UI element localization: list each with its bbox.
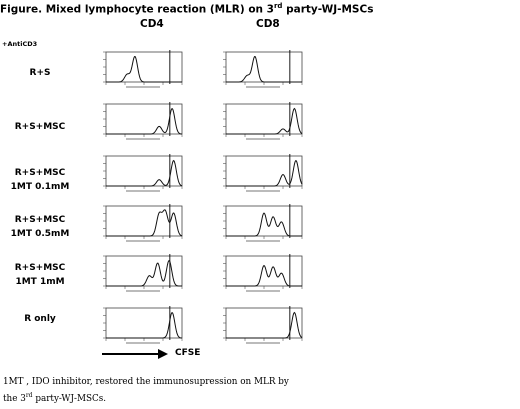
row-label-4: R+S+MSC 1MT 0.5mM xyxy=(10,215,70,239)
x-axis-caption-mark xyxy=(246,240,280,242)
anticd3-label: +AntiCD3 xyxy=(2,40,38,48)
plot-frame xyxy=(225,255,303,287)
column-header-cd4: CD4 xyxy=(140,18,164,30)
histogram-cd4-row3 xyxy=(103,154,183,192)
row-label-3: R+S+MSC 1MT 0.1mM xyxy=(10,168,70,192)
histogram-curve xyxy=(106,260,182,287)
histogram-cd8-row1 xyxy=(223,50,303,88)
x-axis-caption-mark xyxy=(126,138,160,140)
histogram-curve xyxy=(106,209,183,237)
x-axis-caption-mark xyxy=(246,138,280,140)
histogram-cd8-row2 xyxy=(223,102,303,140)
histogram-cd8-row6 xyxy=(223,306,303,344)
plot-frame xyxy=(105,255,183,287)
row-label-6: R only xyxy=(24,314,56,324)
histogram-curve xyxy=(226,160,303,187)
plot-frame xyxy=(225,51,303,83)
x-axis-caption-mark xyxy=(126,342,160,344)
row-label-5: R+S+MSC 1MT 1mM xyxy=(14,263,66,287)
figure-title: Figure. Mixed lymphocyte reaction (MLR) … xyxy=(0,2,374,16)
plot-frame xyxy=(105,51,183,83)
histogram-cd4-row1 xyxy=(103,50,183,88)
plot-frame xyxy=(225,103,303,135)
histogram-curve xyxy=(226,311,303,339)
histogram-curve xyxy=(106,56,182,83)
x-axis-caption-mark xyxy=(246,290,280,292)
histogram-curve xyxy=(106,312,183,339)
cfse-axis-label: CFSE xyxy=(175,348,201,358)
x-axis-caption-mark xyxy=(126,290,160,292)
row-label-2: R+S+MSC xyxy=(14,122,66,132)
plot-frame xyxy=(105,307,183,339)
histogram-curve xyxy=(226,212,302,237)
histogram-cd4-row4 xyxy=(103,204,183,242)
histogram-cd4-row5 xyxy=(103,254,183,292)
x-axis-caption-mark xyxy=(246,342,280,344)
plot-frame xyxy=(105,103,183,135)
histogram-cd8-row5 xyxy=(223,254,303,292)
histogram-curve xyxy=(226,264,302,287)
x-axis-caption-mark xyxy=(246,86,280,88)
histogram-cd4-row2 xyxy=(103,102,183,140)
histogram-curve xyxy=(106,159,183,187)
plot-frame xyxy=(225,307,303,339)
plot-frame xyxy=(225,205,303,237)
histogram-cd4-row6 xyxy=(103,306,183,344)
column-header-cd8: CD8 xyxy=(256,18,280,30)
histogram-cd8-row4 xyxy=(223,204,303,242)
figure-caption: 1MT , IDO inhibitor, restored the immuno… xyxy=(3,377,289,404)
row-label-1: R+S xyxy=(29,68,51,78)
histogram-curve xyxy=(226,56,302,83)
x-axis-caption-mark xyxy=(126,86,160,88)
x-axis-caption-mark xyxy=(126,190,160,192)
histogram-curve xyxy=(226,107,303,135)
x-axis-caption-mark xyxy=(246,190,280,192)
x-axis-caption-mark xyxy=(126,240,160,242)
arrow-right-icon xyxy=(102,349,168,359)
histogram-curve xyxy=(106,108,183,135)
histogram-cd8-row3 xyxy=(223,154,303,192)
